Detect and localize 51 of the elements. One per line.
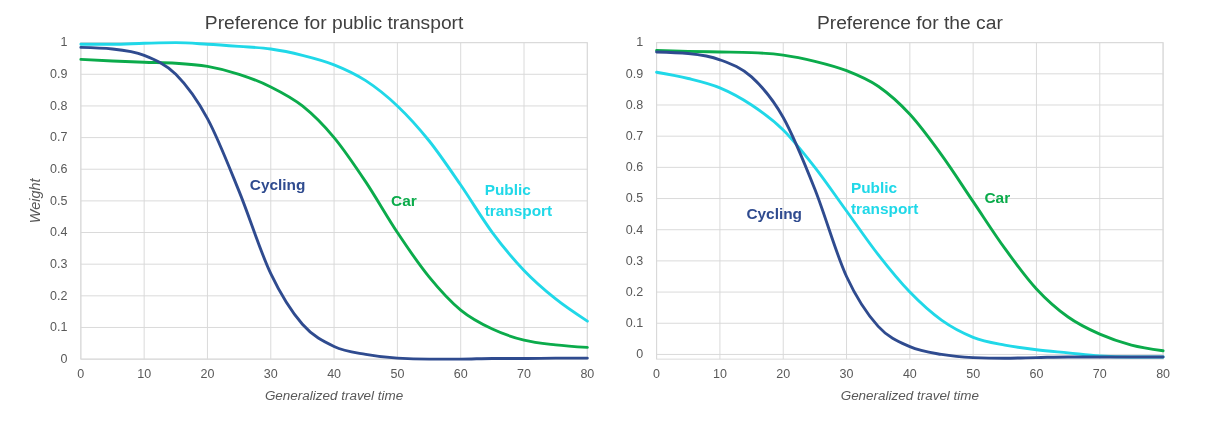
y-tick-label: 0.9	[49, 67, 68, 82]
y-tick-label: 0.3	[625, 253, 644, 268]
y-tick-label: 0.3	[49, 257, 68, 272]
x-tick-label: 30	[839, 367, 854, 382]
y-tick-label: 0.6	[625, 160, 644, 175]
x-tick-label: 20	[200, 367, 215, 382]
x-tick-label: 70	[1092, 367, 1107, 382]
y-tick-label: 0	[636, 347, 644, 362]
series-label: Car	[984, 189, 1011, 207]
y-tick-label: 1	[636, 35, 644, 50]
x-tick-label: 50	[966, 367, 981, 382]
x-tick-label: 0	[77, 367, 85, 382]
y-tick-label: 0.1	[49, 320, 68, 335]
x-axis-title: Generalized travel time	[840, 387, 980, 403]
series-label: Cycling	[249, 175, 306, 193]
y-tick-label: 0.1	[625, 316, 644, 331]
series-label: Public transport	[484, 181, 553, 220]
y-tick-label: 0.5	[49, 193, 68, 208]
x-tick-label: 60	[1029, 367, 1044, 382]
y-tick-label: 0.8	[49, 98, 68, 113]
x-tick-label: 40	[327, 367, 342, 382]
x-tick-label: 0	[653, 367, 661, 382]
y-tick-label: 0	[60, 351, 68, 366]
y-tick-label: 0.5	[625, 191, 644, 206]
x-tick-label: 10	[712, 367, 727, 382]
y-tick-label: 0.2	[625, 284, 644, 299]
y-tick-label: 0.7	[49, 130, 68, 145]
chart-title: Preference for public transport	[204, 12, 465, 34]
y-tick-label: 0.2	[49, 288, 68, 303]
series-label: Public transport	[850, 178, 919, 217]
y-tick-label: 0.9	[625, 66, 644, 81]
x-tick-label: 80	[1156, 367, 1171, 382]
y-tick-label: 0.4	[49, 225, 68, 240]
x-tick-label: 10	[137, 367, 152, 382]
x-tick-label: 60	[453, 367, 468, 382]
y-tick-label: 0.8	[625, 97, 644, 112]
y-axis-title: Weight	[27, 177, 44, 224]
series-label: Cycling	[746, 204, 803, 222]
chart-title: Preference for the car	[816, 12, 1004, 34]
y-tick-label: 0.4	[625, 222, 644, 237]
y-tick-label: 0.6	[49, 162, 68, 177]
x-axis-title: Generalized travel time	[264, 387, 404, 403]
y-tick-label: 1	[60, 35, 68, 50]
x-tick-label: 50	[390, 367, 405, 382]
x-tick-label: 70	[517, 367, 532, 382]
x-tick-label: 80	[580, 367, 595, 382]
x-tick-label: 30	[263, 367, 278, 382]
series-label: Car	[391, 191, 417, 209]
y-tick-label: 0.7	[625, 129, 644, 144]
x-tick-label: 20	[776, 367, 791, 382]
x-tick-label: 40	[902, 367, 917, 382]
